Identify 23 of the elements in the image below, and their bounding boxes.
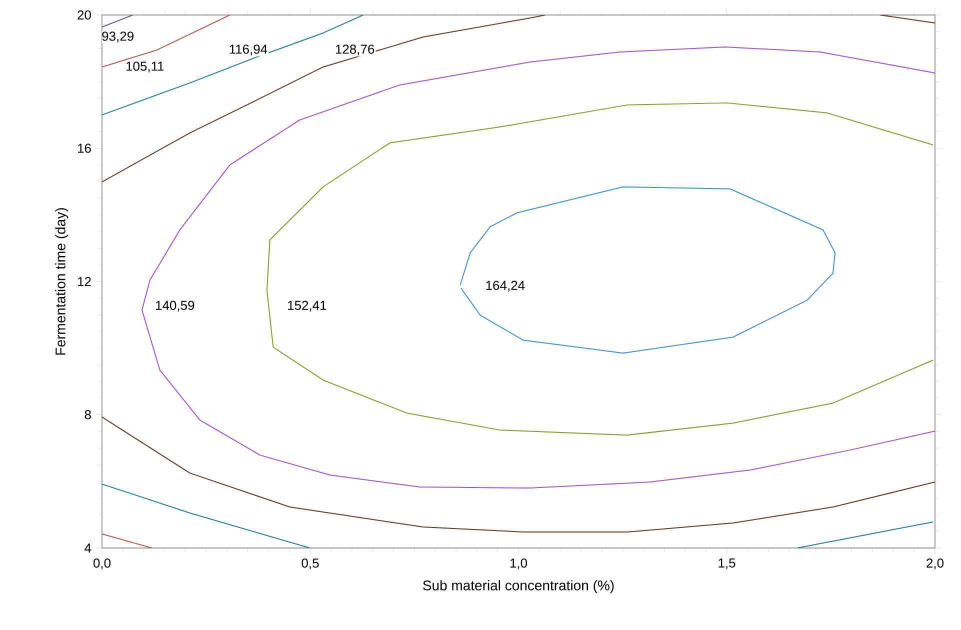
annotation: 116,94 [230,44,268,56]
y-axis-title: Fermentation time (day) [55,208,68,355]
annotation: 164,24 [486,280,525,292]
y-tick-label: 8 [84,410,91,420]
line-series [460,186,836,354]
annotation: 140,59 [156,300,194,312]
line-series [102,14,546,182]
annotation: 128,76 [336,44,374,56]
x-tick-label: 0,0 [93,558,111,570]
y-tick-label: 4 [84,544,92,552]
x-axis-title: Sub material concentration (%) [423,580,614,594]
annotation: 105,11 [126,62,164,72]
x-tick-label: 1,0 [510,558,528,570]
annotation: 93,29 [102,32,134,42]
x-tick-label: 2,0 [926,558,944,570]
annotation: 152,41 [288,300,326,312]
line-series [102,416,936,533]
x-tick-label: 0,5 [302,558,319,570]
y-tick-label: 16 [78,144,91,153]
y-tick-label: 20 [78,10,91,20]
x-tick-label: 1,5 [718,558,736,570]
y-tick-label: 12 [78,276,91,286]
line-series [266,102,934,436]
